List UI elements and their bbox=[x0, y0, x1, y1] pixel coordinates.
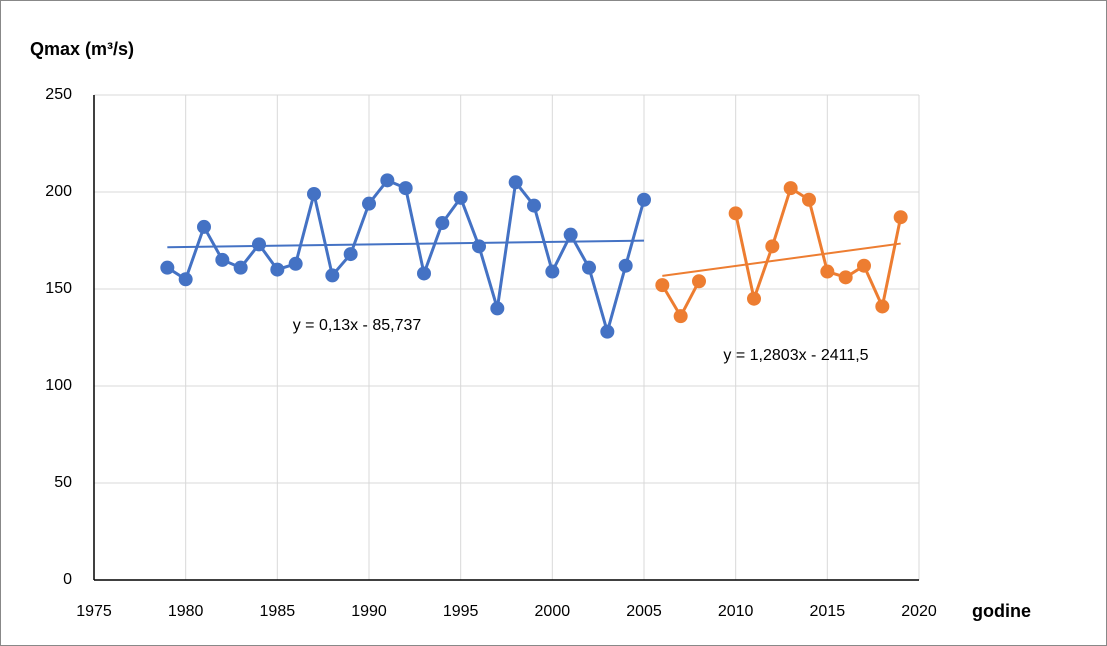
data-point bbox=[380, 173, 395, 188]
y-tick-label: 150 bbox=[45, 280, 72, 297]
data-point bbox=[527, 198, 541, 213]
data-point bbox=[582, 260, 596, 275]
trendline bbox=[167, 239, 645, 249]
x-tick-label: 1985 bbox=[260, 603, 296, 620]
data-point bbox=[692, 274, 706, 289]
data-point bbox=[398, 181, 413, 196]
y-tick-label: 50 bbox=[54, 474, 72, 491]
y-tick-label: 0 bbox=[63, 571, 72, 588]
data-point bbox=[435, 216, 450, 231]
data-point bbox=[343, 247, 358, 262]
trend-equation: y = 0,13x - 85,737 bbox=[293, 317, 422, 334]
data-point bbox=[545, 264, 560, 279]
data-point bbox=[637, 192, 651, 207]
data-point bbox=[655, 278, 670, 293]
x-tick-label: 1975 bbox=[76, 603, 112, 620]
x-axis-label: godine bbox=[972, 601, 1031, 621]
x-tick-label: 2015 bbox=[810, 603, 846, 620]
data-point bbox=[783, 181, 798, 196]
data-point bbox=[563, 227, 578, 242]
data-point bbox=[252, 237, 266, 252]
x-tick-label: 1980 bbox=[168, 603, 204, 620]
data-point bbox=[307, 186, 321, 201]
data-point bbox=[893, 210, 908, 225]
x-tick-label: 2020 bbox=[901, 603, 937, 620]
data-point bbox=[820, 264, 835, 279]
x-tick-label: 1995 bbox=[443, 603, 479, 620]
data-point bbox=[490, 301, 505, 316]
data-point bbox=[875, 299, 890, 314]
x-tick-label: 2005 bbox=[626, 603, 662, 620]
data-point bbox=[362, 196, 376, 211]
data-point bbox=[160, 260, 175, 275]
data-point bbox=[215, 252, 230, 267]
y-tick-label: 200 bbox=[45, 183, 72, 200]
y-axis-label: Qmax (m³/s) bbox=[30, 39, 134, 59]
data-point bbox=[472, 239, 486, 254]
data-point bbox=[288, 256, 303, 271]
data-point bbox=[197, 219, 211, 234]
trend-equation: y = 1,2803x - 2411,5 bbox=[723, 347, 868, 364]
x-tick-label: 1990 bbox=[351, 603, 387, 620]
data-point bbox=[802, 192, 816, 207]
y-tick-label: 100 bbox=[45, 377, 72, 394]
data-point bbox=[618, 258, 633, 273]
data-point bbox=[765, 239, 780, 254]
data-point bbox=[728, 206, 743, 221]
data-point bbox=[270, 262, 285, 277]
data-point bbox=[178, 272, 193, 287]
y-tick-label: 250 bbox=[45, 86, 72, 103]
data-point bbox=[838, 270, 853, 285]
data-point bbox=[508, 175, 523, 190]
data-point bbox=[325, 268, 340, 283]
data-point bbox=[673, 309, 688, 324]
data-point bbox=[417, 266, 431, 281]
data-point bbox=[747, 291, 761, 306]
data-point bbox=[233, 260, 248, 275]
trendline bbox=[662, 242, 901, 277]
x-tick-label: 2010 bbox=[718, 603, 754, 620]
data-point bbox=[453, 190, 468, 205]
data-point bbox=[857, 258, 871, 273]
data-point bbox=[600, 324, 615, 339]
x-tick-label: 2000 bbox=[535, 603, 571, 620]
